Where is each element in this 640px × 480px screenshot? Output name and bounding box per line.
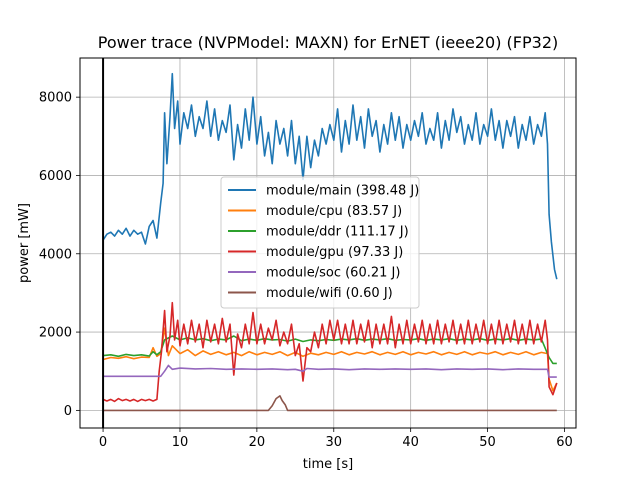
x-tick-label: 20 [249,435,266,450]
series-line [102,72,558,280]
y-tick-label: 4000 [39,247,72,262]
x-tick-label: 0 [99,435,107,450]
series-line [102,301,558,403]
legend-label: module/wifi (0.60 J) [266,286,393,301]
x-tick-label: 10 [172,435,189,450]
legend-box [220,176,420,309]
series-line [103,364,557,378]
legend-label: module/cpu (83.57 J) [266,204,402,219]
x-tick-label: 40 [402,435,419,450]
legend: module/main (398.48 J) module/cpu (83.57 … [220,176,420,309]
axis-ticks: 0 10 20 30 40 50 60 0 2000 4000 6000 8000 [39,91,573,450]
chart-title: Power trace (NVPModel: MAXN) for ErNET (… [98,33,558,52]
x-tick-label: 50 [479,435,496,450]
legend-label: module/ddr (111.17 J) [266,225,409,240]
legend-label: module/gpu (97.33 J) [266,245,403,260]
series-line [103,395,557,412]
y-tick-label: 6000 [39,169,72,184]
y-tick-label: 0 [64,404,72,419]
x-axis-label: time [s] [303,457,353,472]
y-axis-label: power [mW] [17,203,32,283]
x-tick-label: 30 [325,435,342,450]
y-tick-label: 2000 [39,326,72,341]
series-layer [102,72,558,412]
plot-frame [79,57,577,429]
legend-label: module/soc (60.21 J) [266,266,400,281]
legend-label: module/main (398.48 J) [266,184,419,199]
y-tick-label: 8000 [39,91,72,106]
x-tick-label: 60 [556,435,573,450]
